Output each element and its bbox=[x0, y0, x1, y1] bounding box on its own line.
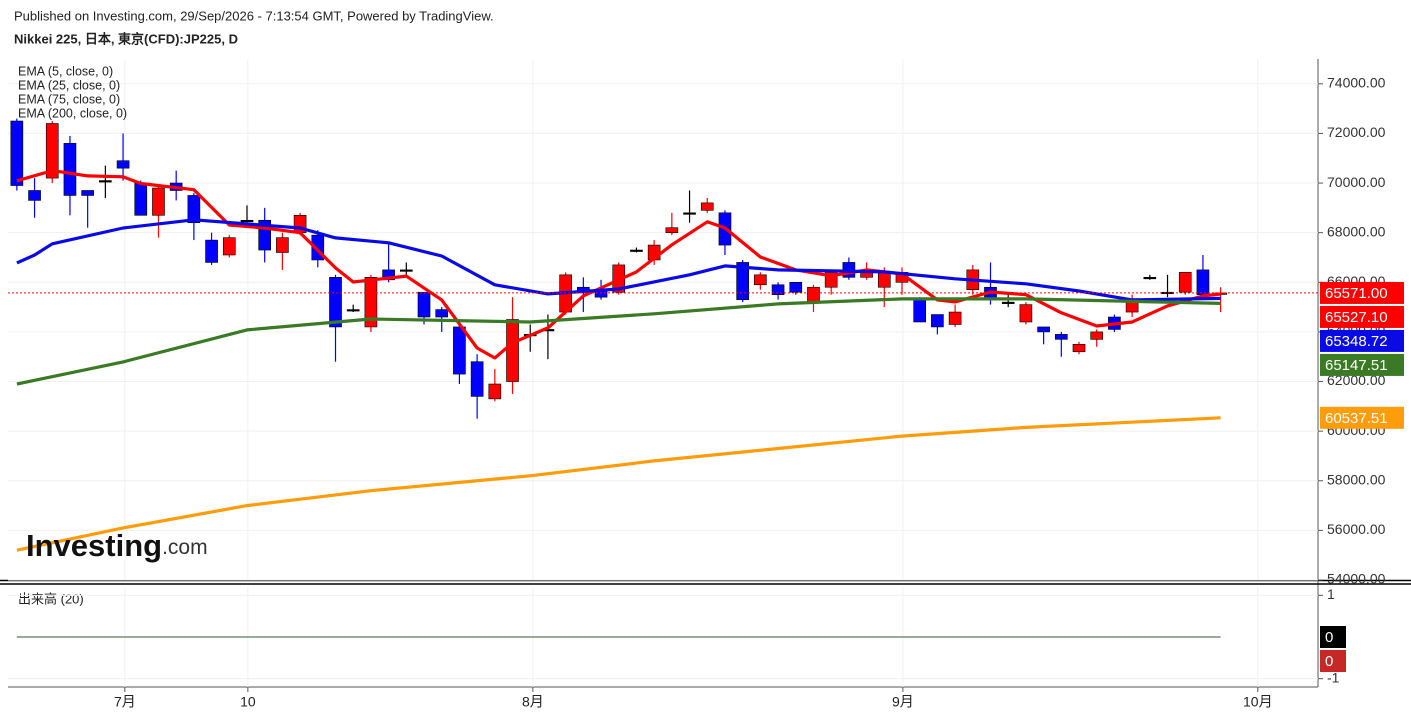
candle-body bbox=[771, 284, 785, 295]
candle-body bbox=[346, 309, 360, 312]
candle-body bbox=[99, 180, 112, 183]
line-series bbox=[16, 169, 1221, 360]
candle-body bbox=[205, 239, 218, 263]
legend-entry: EMA (200, close, 0) bbox=[18, 106, 127, 120]
y-tick-label: 58000.00 bbox=[1327, 471, 1386, 487]
candle-body bbox=[134, 182, 148, 216]
legend-entry: EMA (75, close, 0) bbox=[18, 92, 120, 106]
price-label: 0 bbox=[1325, 653, 1333, 670]
candle-body bbox=[399, 269, 413, 272]
candle-body bbox=[28, 190, 41, 201]
candle-body bbox=[382, 269, 395, 281]
price-label-box bbox=[1320, 305, 1404, 328]
price-label-box bbox=[1320, 329, 1404, 352]
candle-body bbox=[913, 299, 927, 323]
legend-entry: EMA (25, close, 0) bbox=[18, 78, 120, 92]
candle-body bbox=[877, 272, 891, 288]
candle-body bbox=[470, 361, 484, 397]
candle-body bbox=[364, 277, 378, 328]
candle-body bbox=[807, 286, 820, 303]
price-label: 0 bbox=[1325, 629, 1333, 646]
candle-body bbox=[453, 326, 466, 375]
published-note: Published on Investing.com, 29/Sep/2026 … bbox=[14, 8, 494, 23]
candle-body bbox=[948, 311, 962, 325]
plot-layer: 7月 10 8月 9月 10月54000.0056000.0058000.0060000… bbox=[8, 59, 1404, 710]
x-tick-label: 9月 bbox=[892, 694, 914, 710]
legend-entry: EMA (5, close, 0) bbox=[18, 64, 113, 78]
x-tick-label: 8月 bbox=[522, 694, 544, 710]
candle-body bbox=[1072, 344, 1086, 353]
line-series bbox=[16, 297, 1221, 386]
candle-body bbox=[435, 309, 449, 318]
y-tick-label: 1 bbox=[1327, 586, 1335, 602]
symbol-title: Nikkei 225, 日本, 東京(CFD):JP225, D bbox=[14, 31, 238, 46]
y-tick-label: 74000.00 bbox=[1327, 75, 1386, 91]
candle-body bbox=[1196, 269, 1210, 295]
candle-body bbox=[10, 120, 24, 186]
candle-body bbox=[1037, 326, 1050, 333]
candle-body bbox=[1001, 301, 1015, 304]
x-tick-label: 10月 bbox=[1243, 694, 1273, 710]
logo-brand: Investing bbox=[26, 528, 162, 563]
line-series bbox=[16, 416, 1221, 552]
candle-body bbox=[1054, 334, 1068, 340]
candle-body bbox=[152, 187, 165, 216]
price-label-box bbox=[1320, 650, 1346, 672]
candle-body bbox=[1161, 291, 1174, 295]
volume-title: 出来高 (20) bbox=[18, 591, 84, 606]
candle-body bbox=[240, 219, 254, 223]
candle-body bbox=[683, 212, 696, 215]
candle-body bbox=[630, 249, 643, 252]
candle-body bbox=[506, 319, 519, 382]
logo: Investing.com bbox=[26, 528, 208, 563]
candle-body bbox=[736, 262, 749, 300]
price-label: 65571.00 bbox=[1325, 285, 1388, 302]
candle-body bbox=[45, 123, 59, 179]
y-tick-label: 70000.00 bbox=[1327, 174, 1386, 190]
x-tick-label: 10 bbox=[240, 694, 256, 710]
candle-body bbox=[1143, 277, 1157, 280]
price-label: 60537.51 bbox=[1325, 410, 1388, 427]
candle-body bbox=[1178, 272, 1192, 293]
candle-body bbox=[789, 281, 803, 293]
candle-body bbox=[417, 291, 431, 318]
price-label: 65147.51 bbox=[1325, 357, 1388, 374]
line-series bbox=[16, 218, 1221, 302]
y-tick-label: 54000.00 bbox=[1327, 571, 1386, 587]
candle-body bbox=[116, 160, 130, 169]
candle-body bbox=[700, 202, 714, 211]
y-tick-label: 62000.00 bbox=[1327, 372, 1386, 388]
candle-body bbox=[1090, 331, 1104, 340]
y-tick-label: 56000.00 bbox=[1327, 521, 1386, 537]
price-label: 65527.10 bbox=[1325, 309, 1388, 326]
price-label: 65348.72 bbox=[1325, 333, 1388, 350]
price-label-box bbox=[1320, 406, 1404, 429]
y-tick-label: 72000.00 bbox=[1327, 124, 1386, 140]
y-tick-label: -1 bbox=[1327, 669, 1340, 685]
price-label-box bbox=[1320, 281, 1404, 304]
logo-suffix: .com bbox=[162, 536, 208, 559]
candle-body bbox=[276, 237, 289, 253]
candle-body bbox=[1019, 304, 1033, 323]
x-tick-label: 7月 bbox=[114, 694, 136, 710]
candle-body bbox=[665, 227, 679, 233]
price-label-box bbox=[1320, 353, 1404, 376]
candle-body bbox=[63, 143, 77, 196]
candle-body bbox=[81, 190, 94, 196]
candle-body bbox=[931, 314, 944, 328]
candle-body bbox=[488, 383, 502, 400]
candle-body bbox=[187, 195, 201, 224]
candle-body bbox=[222, 237, 236, 256]
candle-body bbox=[754, 274, 767, 286]
candle-body bbox=[329, 277, 342, 328]
price-label-box bbox=[1320, 626, 1346, 648]
y-tick-label: 68000.00 bbox=[1327, 223, 1386, 239]
